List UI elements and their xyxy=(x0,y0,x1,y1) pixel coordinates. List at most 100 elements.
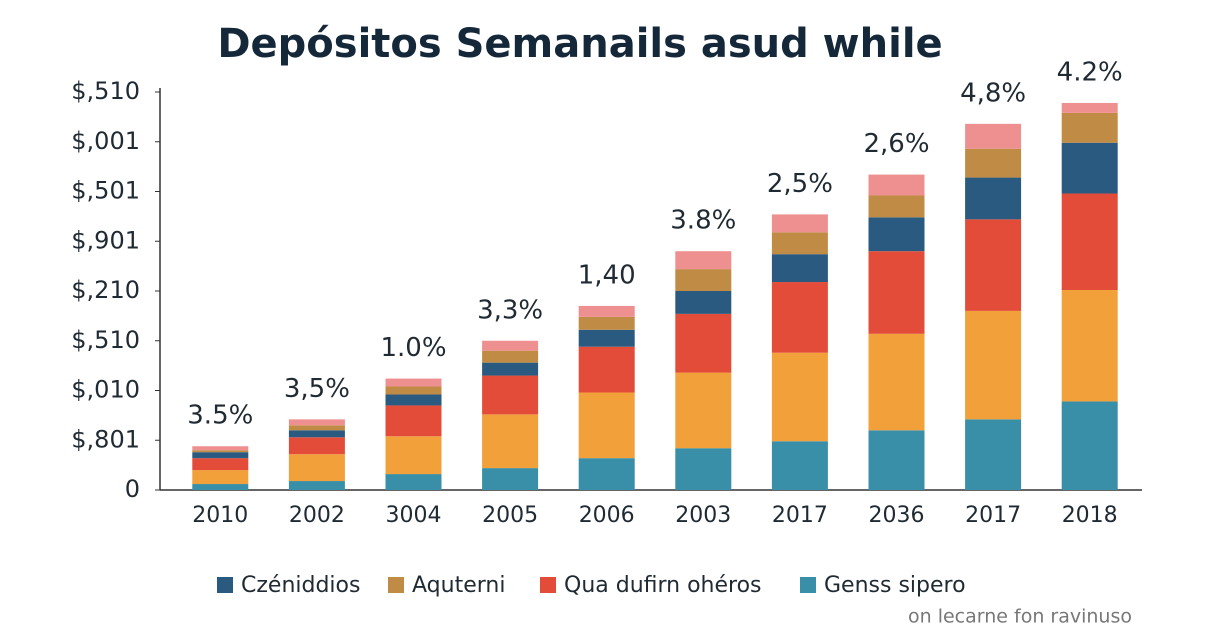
bar-label: 3.5% xyxy=(187,401,253,431)
bar-label: 2,5% xyxy=(767,169,833,199)
bar-segment xyxy=(578,329,635,347)
legend-label: Aquterni xyxy=(412,573,505,598)
bar-segment xyxy=(288,419,345,426)
bar-segment xyxy=(385,405,442,437)
bar-segment xyxy=(868,430,925,490)
legend-swatch xyxy=(800,577,816,593)
bar-segment xyxy=(1061,142,1118,194)
x-tick-label: 2017 xyxy=(772,503,828,528)
bar-segment xyxy=(771,441,828,490)
bar-label: 3,3% xyxy=(477,295,543,325)
bar-label: 3.8% xyxy=(670,206,736,236)
bar-segment xyxy=(868,174,925,196)
legend-swatch xyxy=(388,577,404,593)
bar-segment xyxy=(482,414,539,469)
bar-segment xyxy=(385,386,442,395)
bar-label: 2,6% xyxy=(863,129,929,159)
legend-label: Qua dufirn ohéros xyxy=(564,573,762,598)
bar-segment xyxy=(771,282,828,353)
bar-segment xyxy=(771,254,828,283)
y-tick-label: $,510 xyxy=(71,326,140,354)
bar-segment xyxy=(675,372,732,449)
bar-label: 4,8% xyxy=(960,78,1026,108)
bar-label: 4.2% xyxy=(1057,57,1123,87)
bar-segment xyxy=(192,470,249,485)
bar-segment xyxy=(675,251,732,270)
bar-label: 1.0% xyxy=(380,333,446,363)
y-tick-label: $,801 xyxy=(71,425,140,453)
bar-segment xyxy=(288,481,345,490)
bar-segment xyxy=(965,177,1022,220)
bar-segment xyxy=(1061,401,1118,490)
bar-segment xyxy=(578,316,635,330)
bar-segment xyxy=(192,458,249,471)
bar-segment xyxy=(675,313,732,373)
bar-segment xyxy=(578,346,635,393)
bar-label: 1,40 xyxy=(578,260,636,290)
bar-segment xyxy=(578,305,635,317)
x-tick-label: 2010 xyxy=(192,503,248,528)
bar-segment xyxy=(1061,112,1118,143)
y-tick-label: $,510 xyxy=(71,77,140,105)
bar-segment xyxy=(965,419,1022,490)
y-tick-label: $,001 xyxy=(71,127,140,155)
bar-segment xyxy=(965,123,1022,149)
bar-segment xyxy=(675,448,732,490)
y-tick-label: $,210 xyxy=(71,276,140,304)
bar-segment xyxy=(192,452,249,459)
bar-segment xyxy=(868,217,925,252)
y-tick-label: 0 xyxy=(125,475,140,503)
bar-segment xyxy=(385,394,442,406)
bar-segment xyxy=(771,352,828,442)
legend-swatch xyxy=(540,577,556,593)
x-tick-label: 2003 xyxy=(675,503,731,528)
bar-segment xyxy=(965,148,1022,178)
y-tick-label: $,901 xyxy=(71,226,140,254)
bar-segment xyxy=(965,219,1022,311)
chart-title: Depósitos Semanails asud while xyxy=(217,21,942,67)
bar-segment xyxy=(192,446,249,451)
footnote: on lecarne fon ravinuso xyxy=(908,606,1132,628)
x-tick-label: 2018 xyxy=(1062,503,1118,528)
bar-segment xyxy=(192,450,249,453)
bar-segment xyxy=(868,333,925,431)
bar-segment xyxy=(385,474,442,490)
x-tick-label: 2002 xyxy=(289,503,345,528)
x-tick-label: 2036 xyxy=(869,503,925,528)
bar-segment xyxy=(288,425,345,431)
bar-segment xyxy=(675,269,732,291)
bar-segment xyxy=(868,251,925,334)
bar-segment xyxy=(288,430,345,438)
bar-segment xyxy=(482,468,539,490)
legend-swatch xyxy=(217,577,233,593)
x-tick-label: 3004 xyxy=(386,503,442,528)
x-tick-label: 2005 xyxy=(482,503,538,528)
bar-segment xyxy=(1061,290,1118,402)
x-tick-label: 2017 xyxy=(965,503,1021,528)
bar-segment xyxy=(965,310,1022,420)
bar-segment xyxy=(192,484,249,490)
bar-segment xyxy=(868,195,925,218)
bar-segment xyxy=(482,375,539,415)
bar-segment xyxy=(1061,193,1118,291)
bar-segment xyxy=(771,232,828,255)
bar-segment xyxy=(385,378,442,387)
x-tick-label: 2006 xyxy=(579,503,635,528)
bar-segment xyxy=(288,437,345,455)
bar-segment xyxy=(675,291,732,314)
legend-label: Czéniddios xyxy=(241,573,360,598)
bar-segment xyxy=(1061,102,1118,113)
bar-segment xyxy=(771,214,828,233)
bar-segment xyxy=(482,340,539,351)
bar-segment xyxy=(288,454,345,482)
y-tick-label: $,010 xyxy=(71,376,140,404)
bar-label: 3,5% xyxy=(284,374,350,404)
legend-label: Genss sipero xyxy=(824,573,966,598)
bar-segment xyxy=(385,436,442,475)
y-tick-label: $,501 xyxy=(71,177,140,205)
bar-segment xyxy=(482,362,539,376)
bar-segment xyxy=(578,458,635,490)
bar-segment xyxy=(482,350,539,363)
bar-segment xyxy=(578,392,635,459)
